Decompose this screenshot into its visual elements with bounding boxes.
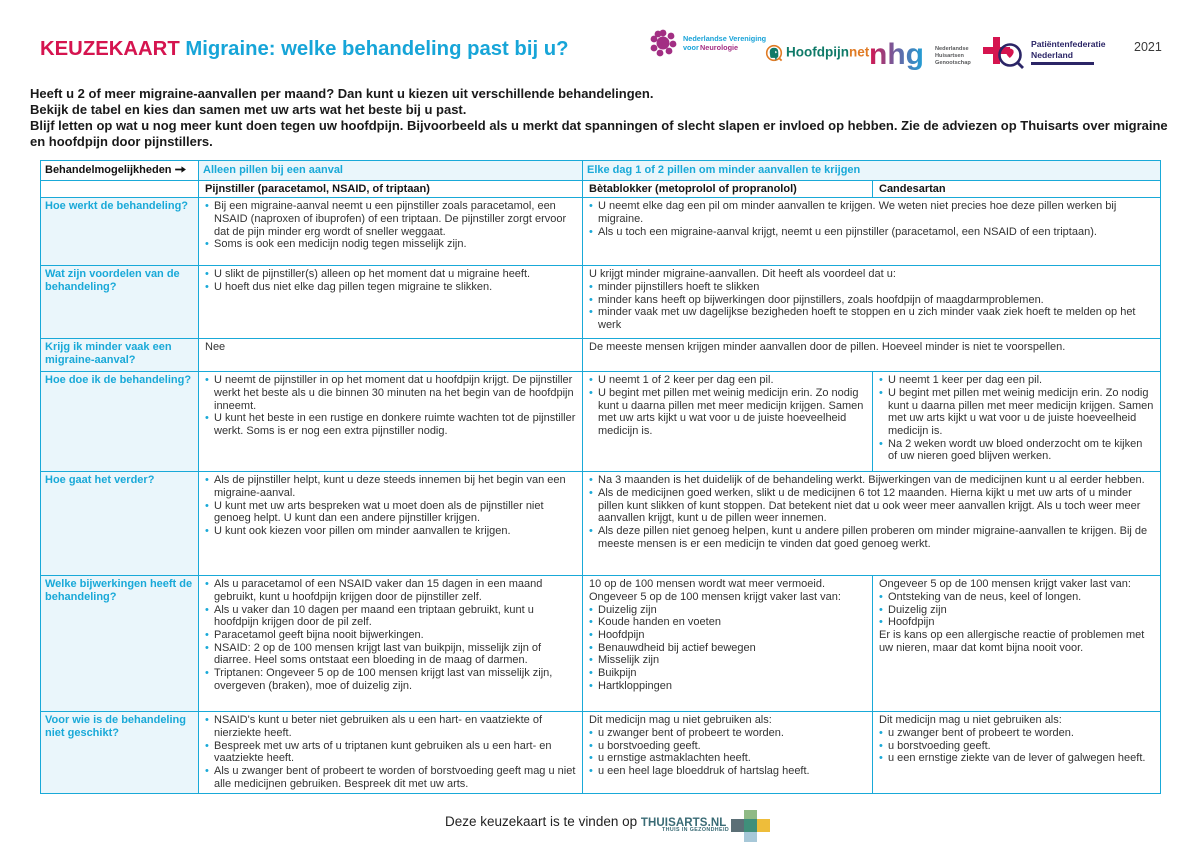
- svg-text:Nederland: Nederland: [1031, 50, 1073, 60]
- svg-text:Neurologie: Neurologie: [700, 43, 738, 52]
- svg-text:2021: 2021: [1134, 40, 1162, 54]
- svg-text:Huisartsen: Huisartsen: [935, 53, 964, 59]
- svg-text:Nederlandse Vereniging: Nederlandse Vereniging: [683, 34, 766, 43]
- svg-text:Hoofdpijnnet: Hoofdpijnnet: [786, 45, 870, 60]
- svg-text:Patiëntenfederatie: Patiëntenfederatie: [1031, 39, 1106, 49]
- svg-text:voor: voor: [683, 43, 699, 52]
- svg-text:Nederlandse: Nederlandse: [935, 46, 969, 52]
- svg-text:nhg: nhg: [869, 38, 924, 71]
- svg-text:Genootschap: Genootschap: [935, 60, 971, 66]
